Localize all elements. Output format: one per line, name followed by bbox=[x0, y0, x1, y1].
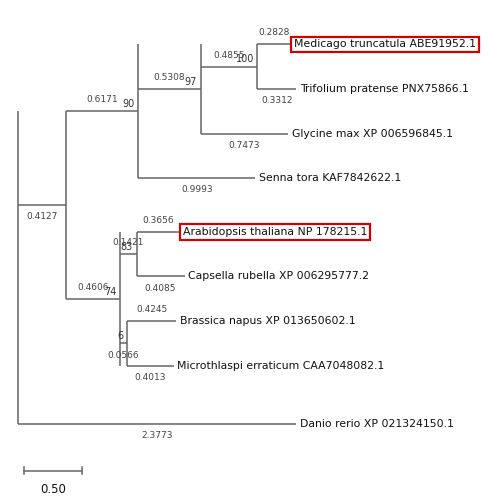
Text: 0.3656: 0.3656 bbox=[142, 216, 174, 224]
Text: 0.4013: 0.4013 bbox=[134, 373, 166, 382]
Text: Senna tora KAF7842622.1: Senna tora KAF7842622.1 bbox=[259, 173, 401, 183]
Text: 83: 83 bbox=[121, 242, 133, 252]
Text: 100: 100 bbox=[236, 54, 254, 64]
Text: 0.4855: 0.4855 bbox=[213, 50, 245, 59]
Text: 0.0566: 0.0566 bbox=[108, 350, 139, 360]
Text: 0.6171: 0.6171 bbox=[87, 95, 118, 104]
Text: 0.9993: 0.9993 bbox=[181, 186, 213, 194]
Text: 0.50: 0.50 bbox=[40, 483, 66, 496]
Text: 97: 97 bbox=[184, 76, 197, 86]
Text: Trifolium pratense PNX75866.1: Trifolium pratense PNX75866.1 bbox=[300, 84, 469, 94]
Text: Arabidopsis thaliana NP 178215.1: Arabidopsis thaliana NP 178215.1 bbox=[183, 227, 368, 237]
Text: 0.4245: 0.4245 bbox=[136, 305, 167, 314]
Text: 6: 6 bbox=[117, 331, 123, 341]
Text: Microthlaspi erraticum CAA7048082.1: Microthlaspi erraticum CAA7048082.1 bbox=[177, 360, 385, 370]
Text: 0.7473: 0.7473 bbox=[229, 140, 260, 149]
Text: 0.1421: 0.1421 bbox=[113, 238, 144, 247]
Text: 0.4085: 0.4085 bbox=[145, 284, 176, 292]
Text: 74: 74 bbox=[104, 286, 117, 296]
Text: Glycine max XP 006596845.1: Glycine max XP 006596845.1 bbox=[292, 128, 453, 138]
Text: 0.3312: 0.3312 bbox=[261, 96, 293, 105]
Text: 0.2828: 0.2828 bbox=[258, 28, 290, 37]
Text: Brassica napus XP 013650602.1: Brassica napus XP 013650602.1 bbox=[180, 316, 356, 326]
Text: 0.4606: 0.4606 bbox=[77, 282, 109, 292]
Text: Capsella rubella XP 006295777.2: Capsella rubella XP 006295777.2 bbox=[188, 272, 369, 281]
Text: 0.5308: 0.5308 bbox=[154, 73, 185, 82]
Text: 90: 90 bbox=[123, 99, 135, 109]
Text: 0.4127: 0.4127 bbox=[26, 212, 58, 221]
Text: 2.3773: 2.3773 bbox=[141, 431, 173, 440]
Text: Danio rerio XP 021324150.1: Danio rerio XP 021324150.1 bbox=[300, 418, 454, 428]
Text: Medicago truncatula ABE91952.1: Medicago truncatula ABE91952.1 bbox=[294, 40, 476, 50]
